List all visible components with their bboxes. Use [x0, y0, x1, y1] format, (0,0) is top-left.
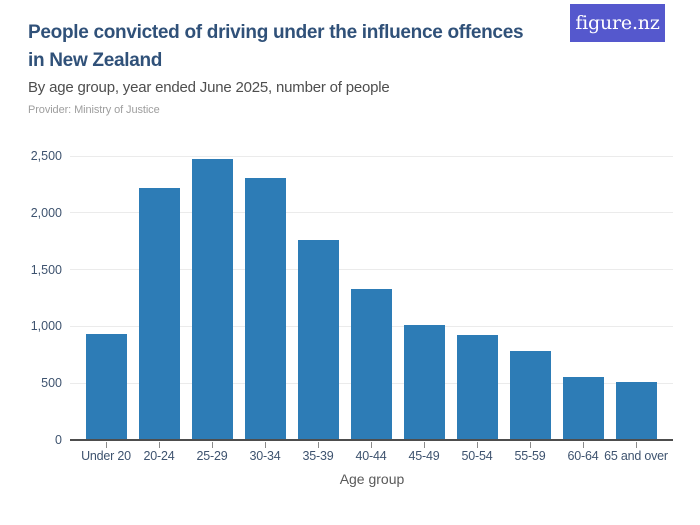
bar-60-64 — [562, 376, 604, 440]
x-axis-tick — [317, 442, 319, 448]
bar-45-49 — [403, 325, 445, 440]
x-axis-tick-label: 25-29 — [196, 449, 228, 463]
bar-35-39 — [297, 240, 339, 440]
page-subtitle: By age group, year ended June 2025, numb… — [28, 79, 390, 96]
x-axis-tick-label: 55-59 — [514, 449, 546, 463]
y-axis-tick-label: 500 — [41, 376, 62, 391]
x-axis-tick-label: 35-39 — [302, 449, 334, 463]
x-axis-tick — [264, 442, 266, 448]
x-axis-tick — [635, 442, 637, 448]
x-axis-tick-label: 30-34 — [249, 449, 281, 463]
x-axis-tick-label: 20-24 — [143, 449, 175, 463]
bar-65-and-over — [615, 382, 657, 440]
x-axis-tick — [529, 442, 531, 448]
bar-20-24 — [138, 187, 180, 440]
figure-nz-logo-text: figure.nz — [575, 12, 660, 34]
bar-30-34 — [244, 177, 286, 440]
bar-55-59 — [509, 351, 551, 440]
y-axis-tick-label: 0 — [55, 433, 62, 447]
x-axis-tick — [158, 442, 160, 448]
x-axis-tick — [211, 442, 213, 448]
x-axis-tick-label: 65 and over — [604, 449, 668, 463]
x-axis-tick — [582, 442, 584, 448]
y-gridline — [70, 212, 673, 214]
x-axis-tick — [423, 442, 425, 448]
x-axis-tick-label: 50-54 — [461, 449, 493, 463]
bar-50-54 — [456, 335, 498, 440]
x-axis-tick — [370, 442, 372, 448]
x-axis-title: Age group — [339, 471, 405, 487]
y-gridline — [70, 269, 673, 271]
bar-under-20 — [85, 334, 127, 440]
x-axis-tick-label: 45-49 — [408, 449, 440, 463]
x-axis-tick — [476, 442, 478, 448]
bar-40-44 — [350, 288, 392, 440]
y-axis-tick-label: 2,000 — [30, 205, 62, 220]
bar-25-29 — [191, 159, 233, 440]
provider-label: Provider: Ministry of Justice — [28, 104, 160, 116]
y-axis-tick-label: 2,500 — [30, 149, 62, 163]
x-axis-tick-label: Under 20 — [81, 449, 131, 463]
x-axis-tick-label: 60-64 — [567, 449, 599, 463]
page-title: People convicted of driving under the in… — [28, 19, 528, 75]
page-title-line1: People convicted of driving under the in… — [28, 22, 524, 43]
y-axis-tick-label: 1,000 — [30, 319, 62, 334]
page-title-line2: in New Zealand — [28, 50, 163, 71]
x-axis-tick-label: 40-44 — [355, 449, 387, 463]
x-axis-line — [70, 439, 673, 441]
y-axis-tick-label: 1,500 — [30, 262, 62, 277]
x-axis-tick — [105, 442, 107, 448]
figure-nz-logo[interactable]: figure.nz — [570, 4, 665, 42]
y-gridline — [70, 155, 673, 157]
